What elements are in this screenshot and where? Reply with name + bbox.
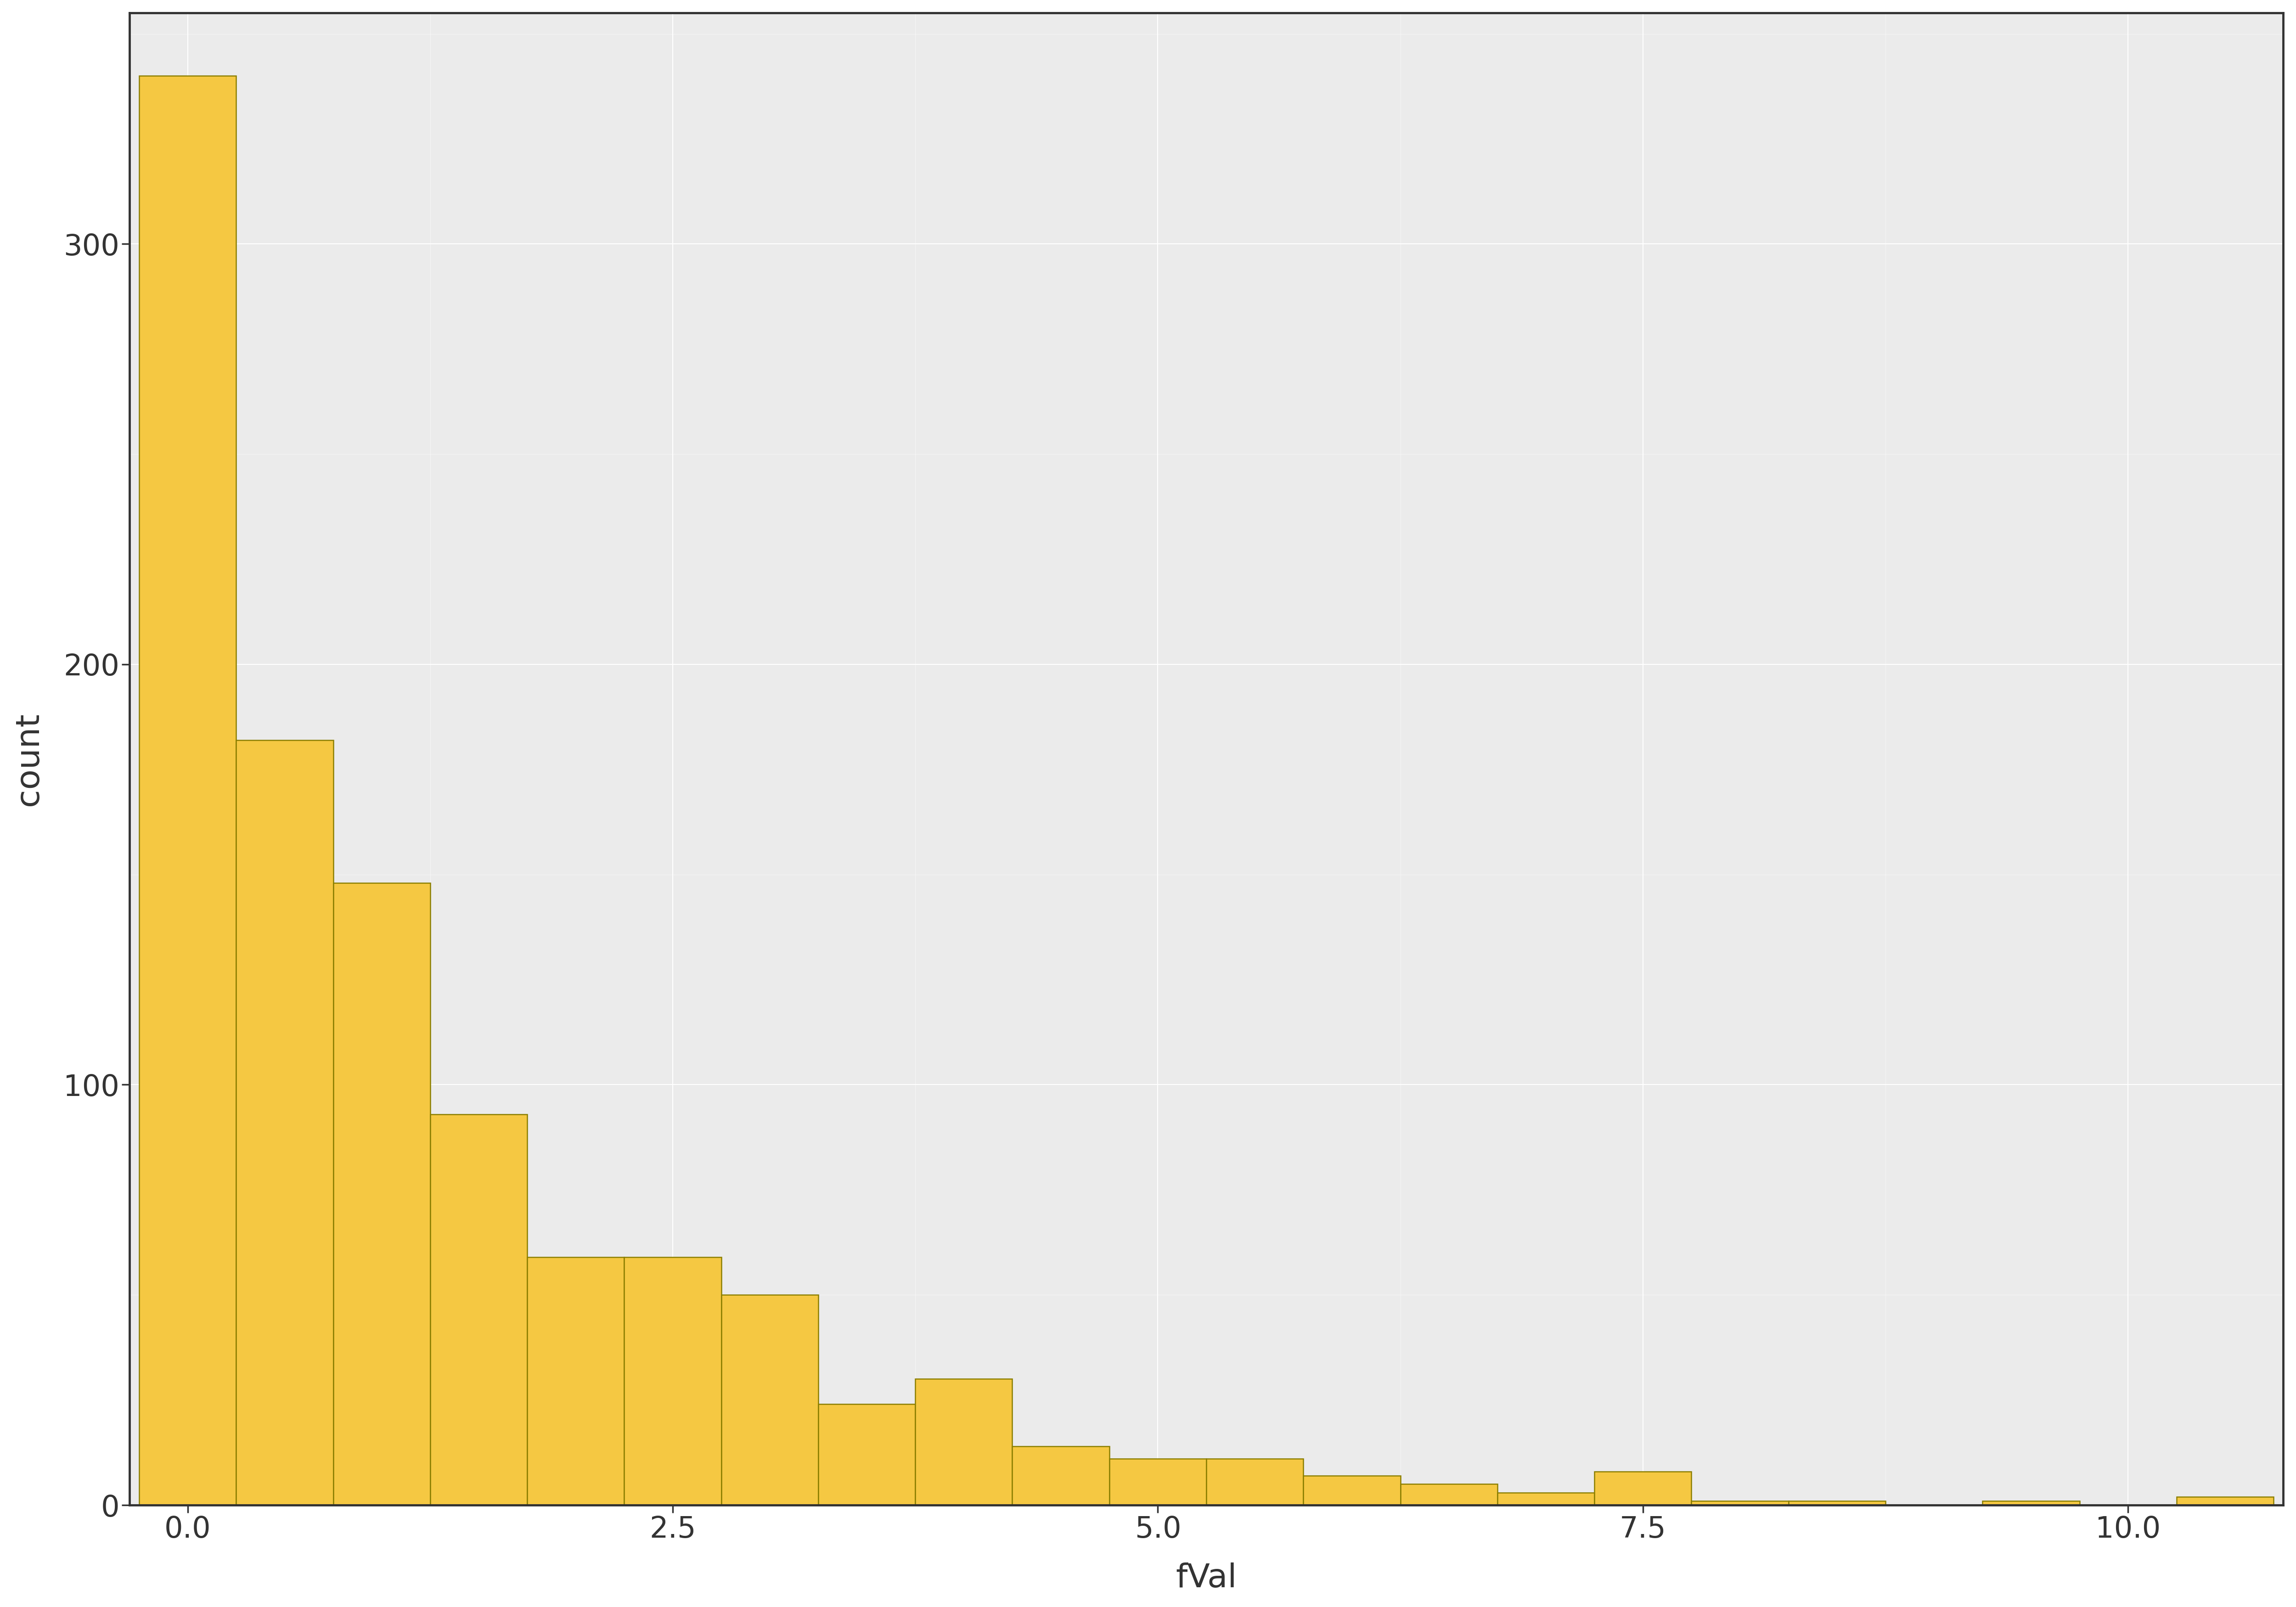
Bar [1981, 1501, 2080, 1506]
Bar [1013, 1446, 1109, 1506]
Bar [140, 76, 236, 1506]
Bar [236, 739, 333, 1506]
Bar [817, 1405, 916, 1506]
Bar [528, 1257, 625, 1506]
Bar [2177, 1496, 2273, 1506]
Bar [1401, 1483, 1497, 1506]
Bar [1109, 1459, 1205, 1506]
Bar [1304, 1475, 1401, 1506]
X-axis label: fVal: fVal [1176, 1562, 1238, 1594]
Bar [1789, 1501, 1885, 1506]
Bar [333, 882, 429, 1506]
Bar [1593, 1472, 1692, 1506]
Bar [1497, 1493, 1593, 1506]
Bar [916, 1379, 1013, 1506]
Bar [1205, 1459, 1304, 1506]
Y-axis label: count: count [14, 712, 44, 805]
Bar [429, 1114, 528, 1506]
Bar [625, 1257, 721, 1506]
Bar [721, 1295, 817, 1506]
Bar [1692, 1501, 1789, 1506]
